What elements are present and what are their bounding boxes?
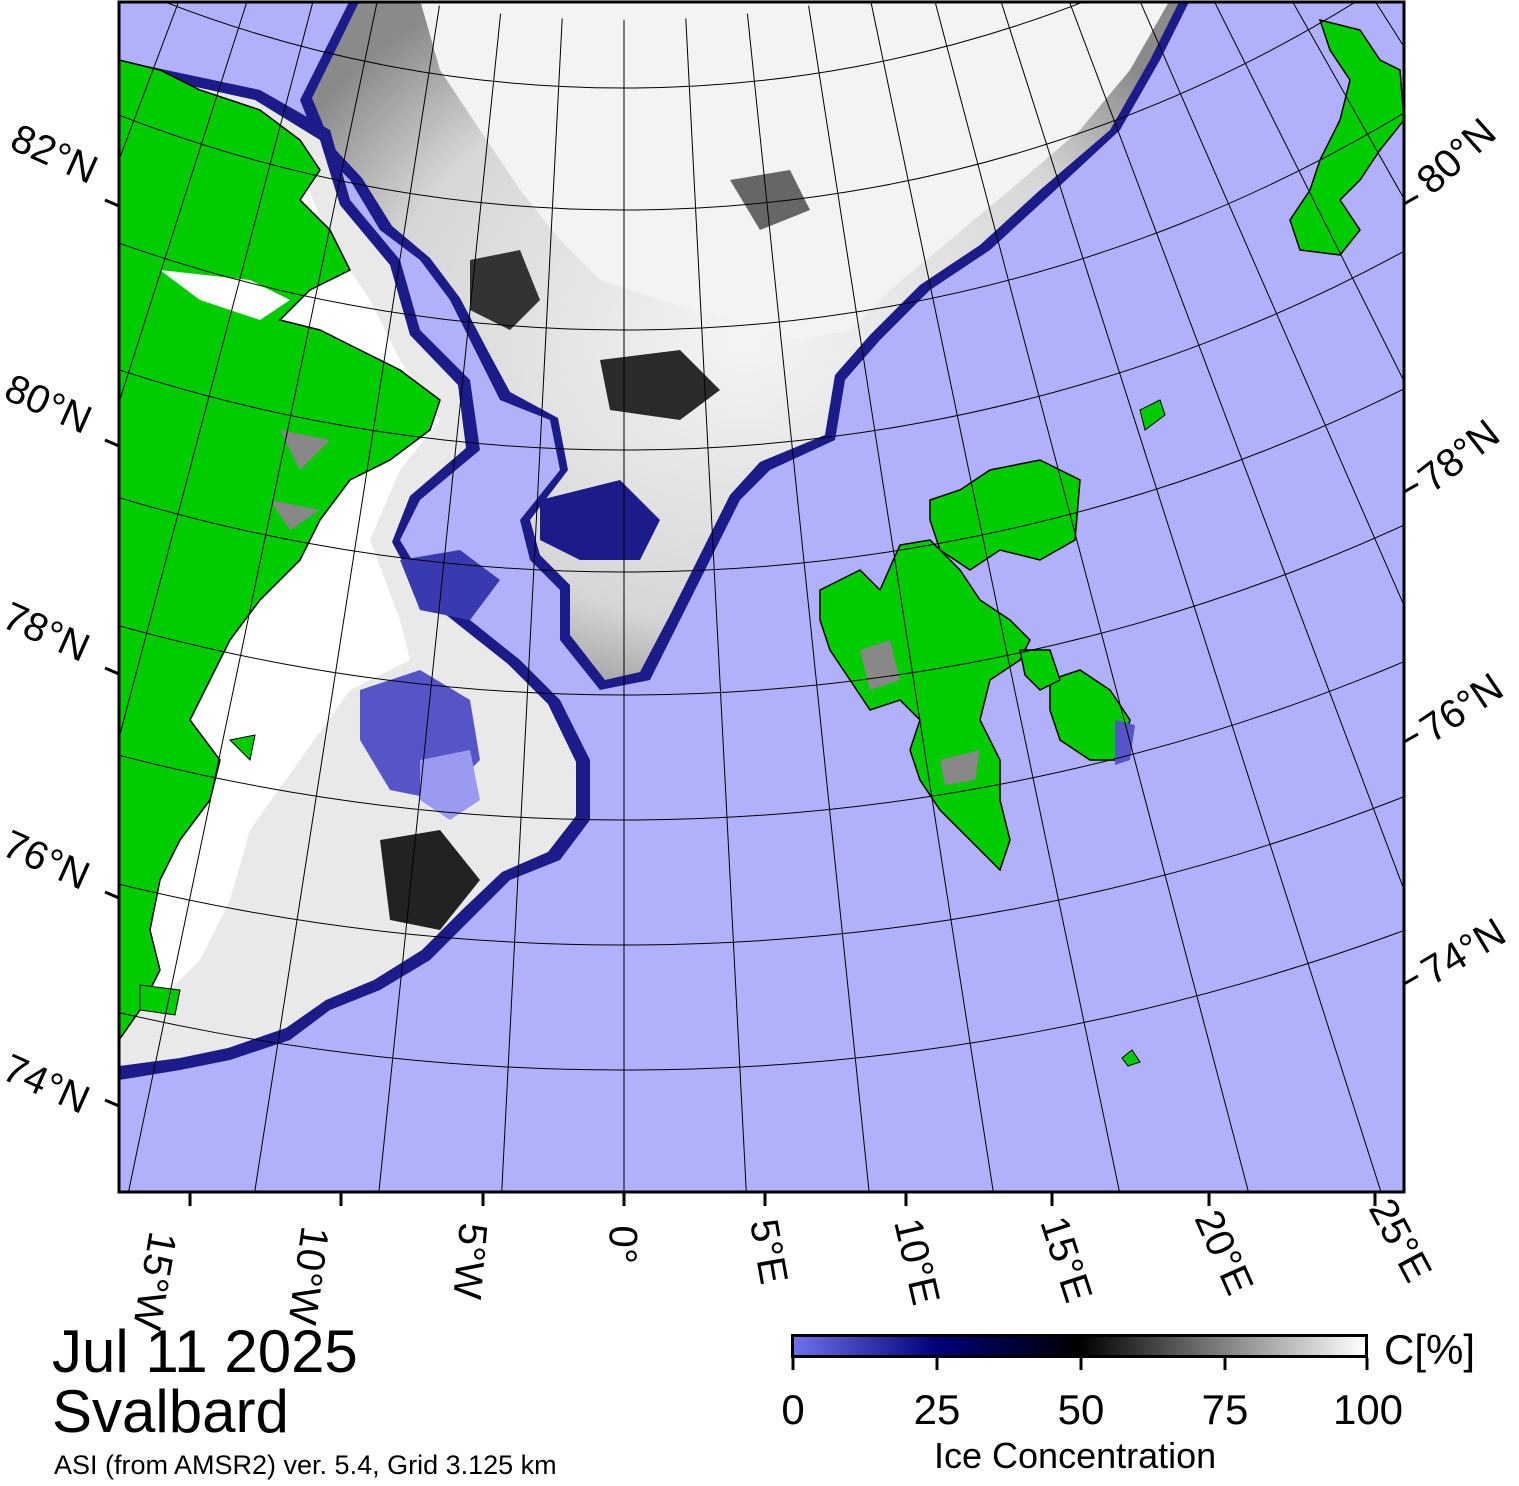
colorbar-tick-mark [1223, 1358, 1227, 1370]
graticule-tick [104, 438, 120, 448]
graticule-tick [1403, 194, 1419, 206]
longitude-label: 15°E [1031, 1211, 1100, 1308]
meridian-line [119, 2, 314, 741]
kvitoya-land [1139, 399, 1166, 431]
colorbar-tick-label: 75 [1201, 1386, 1249, 1433]
graticule-tick [1403, 482, 1419, 494]
colorbar [791, 1334, 1368, 1358]
colorbar-unit: C[%] [1384, 1326, 1476, 1373]
colorbar-tick-mark [1079, 1358, 1083, 1370]
meridian-line [1000, 2, 1382, 1192]
graticule-tick [1403, 974, 1419, 986]
colorbar-tick-label: 50 [1057, 1386, 1105, 1433]
latitude-label-right: 80°N [1409, 110, 1505, 203]
latitude-label-right: 76°N [1412, 665, 1511, 751]
colorbar-tick-label: 0 [781, 1386, 805, 1433]
meridian-line [934, 2, 1249, 1192]
graticule-tick [104, 890, 120, 900]
map-region: Svalbard [52, 1378, 289, 1445]
ice-patch [420, 750, 480, 820]
greenland-fjord [160, 270, 290, 320]
colorbar-title: Ice Concentration [934, 1435, 1217, 1476]
meridian-line [254, 5, 440, 1192]
bjornoya-land [1121, 1049, 1141, 1067]
ice-patch [540, 480, 660, 560]
meridian-line [1375, 2, 1404, 48]
meridian-line [1068, 2, 1404, 892]
longitude-label: 25°E [1360, 1192, 1440, 1290]
central-pack-inner [420, 2, 1169, 340]
greenland-land [119, 59, 441, 1042]
nordaustlandet-land [929, 459, 1081, 571]
ice-patch [380, 830, 480, 930]
longitude-label: 10°W [279, 1224, 336, 1328]
longitude-label: 5°E [741, 1216, 796, 1288]
franz-josef-land [1289, 18, 1404, 256]
greenland-island [139, 984, 181, 1016]
meridian-line [1139, 2, 1404, 607]
ice-patch [600, 350, 720, 420]
svalbard-glacier [940, 750, 980, 785]
latitude-label-left: 78°N [0, 594, 96, 671]
colorbar-tick-mark [1365, 1358, 1369, 1370]
latitude-label-right: 74°N [1414, 910, 1513, 994]
meridian-line [746, 13, 870, 1192]
graticule-tick [104, 1098, 120, 1108]
latitude-label-right: 78°N [1410, 411, 1508, 501]
meridian-line [685, 18, 747, 1192]
graticule-tick [104, 666, 120, 676]
latitude-label-left: 74°N [0, 1046, 96, 1123]
graticule-tick [104, 198, 120, 208]
colorbar-tick-label: 25 [913, 1386, 961, 1433]
meridian-line [1292, 2, 1404, 200]
svalbard-ice-fringe [1115, 720, 1135, 765]
longitude-label: 10°E [885, 1214, 947, 1309]
map-frame [117, 0, 1406, 1194]
map-date: Jul 11 2025 [52, 1318, 358, 1385]
ice-patch [470, 250, 540, 330]
greenland-fjord [280, 430, 330, 470]
longitude-label: 20°E [1186, 1204, 1262, 1302]
graticule-tick [1403, 732, 1419, 744]
ice-patch [400, 550, 500, 620]
meridian-line [808, 5, 994, 1192]
graticule-ticks [104, 194, 1419, 1206]
latitude-label-left: 82°N [4, 116, 104, 193]
meridian-line [1214, 2, 1404, 383]
ice-patch [730, 170, 810, 230]
longitude-label: 0° [600, 1225, 645, 1265]
svalbard-glacier [860, 640, 900, 690]
meridian-line [501, 18, 563, 1192]
meridian-line [127, 2, 378, 1192]
latitude-label-left: 80°N [0, 366, 98, 443]
latitude-label-left: 76°N [0, 822, 96, 899]
colorbar-tick-mark [935, 1358, 939, 1370]
meridian-line [378, 13, 502, 1192]
barentsoya-land [1019, 649, 1061, 691]
meridian-line [870, 2, 1121, 1192]
greenland-island [228, 734, 256, 762]
data-source: ASI (from AMSR2) ver. 5.4, Grid 3.125 km [54, 1450, 557, 1480]
longitude-label: 5°W [444, 1221, 494, 1301]
colorbar-tick-mark [791, 1358, 795, 1370]
colorbar-tick-label: 100 [1332, 1386, 1404, 1433]
greenland-fjord [270, 500, 320, 530]
meridian-line [119, 2, 248, 405]
